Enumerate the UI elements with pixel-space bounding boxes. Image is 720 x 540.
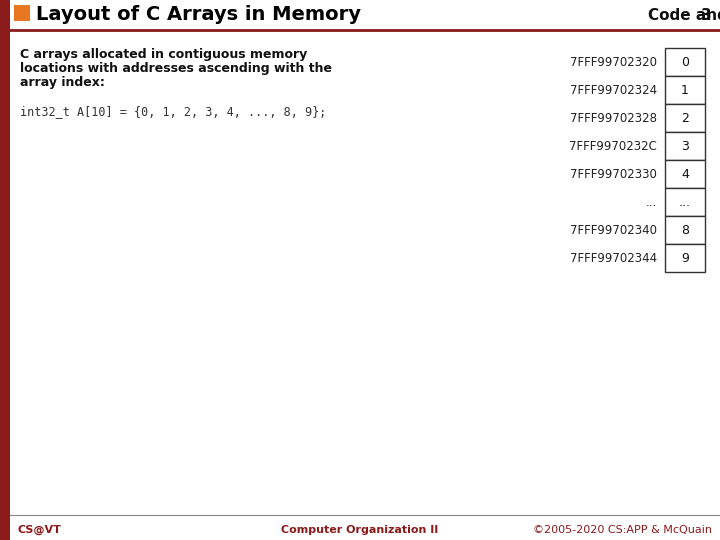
Text: 2: 2	[681, 111, 689, 125]
Text: 8: 8	[681, 224, 689, 237]
Text: 3: 3	[701, 8, 712, 23]
Bar	[0, 0, 10, 540]
Text: 9: 9	[681, 252, 689, 265]
Text: Layout of C Arrays in Memory: Layout of C Arrays in Memory	[36, 5, 361, 24]
Text: 7FFF99702340: 7FFF99702340	[570, 224, 657, 237]
Text: 7FFF99702328: 7FFF99702328	[570, 111, 657, 125]
Text: ...: ...	[646, 195, 657, 208]
Text: 0: 0	[681, 56, 689, 69]
Text: C arrays allocated in contiguous memory: C arrays allocated in contiguous memory	[20, 48, 307, 61]
Text: 7FFF99702344: 7FFF99702344	[570, 252, 657, 265]
Text: 7FFF9970232C: 7FFF9970232C	[569, 139, 657, 152]
Text: 1: 1	[681, 84, 689, 97]
Text: ...: ...	[679, 195, 691, 208]
Bar	[665, 76, 705, 104]
Text: 7FFF99702330: 7FFF99702330	[570, 167, 657, 180]
Text: 4: 4	[681, 167, 689, 180]
Bar	[665, 216, 705, 244]
Bar	[665, 132, 705, 160]
Text: array index:: array index:	[20, 76, 105, 89]
Bar	[665, 104, 705, 132]
Bar	[665, 244, 705, 272]
Text: ©2005-2020 CS:APP & McQuain: ©2005-2020 CS:APP & McQuain	[533, 525, 712, 535]
Text: 7FFF99702324: 7FFF99702324	[570, 84, 657, 97]
Text: Code and Caches: Code and Caches	[648, 8, 720, 23]
Text: int32_t A[10] = {0, 1, 2, 3, 4, ..., 8, 9};: int32_t A[10] = {0, 1, 2, 3, 4, ..., 8, …	[20, 105, 326, 118]
Bar	[665, 160, 705, 188]
Text: locations with addresses ascending with the: locations with addresses ascending with …	[20, 62, 332, 75]
Text: CS@VT: CS@VT	[18, 525, 62, 535]
Bar	[665, 188, 705, 216]
Text: Computer Organization II: Computer Organization II	[282, 525, 438, 535]
Text: 3: 3	[681, 139, 689, 152]
Bar	[665, 48, 705, 76]
Text: 7FFF99702320: 7FFF99702320	[570, 56, 657, 69]
Bar	[14, 5, 30, 21]
